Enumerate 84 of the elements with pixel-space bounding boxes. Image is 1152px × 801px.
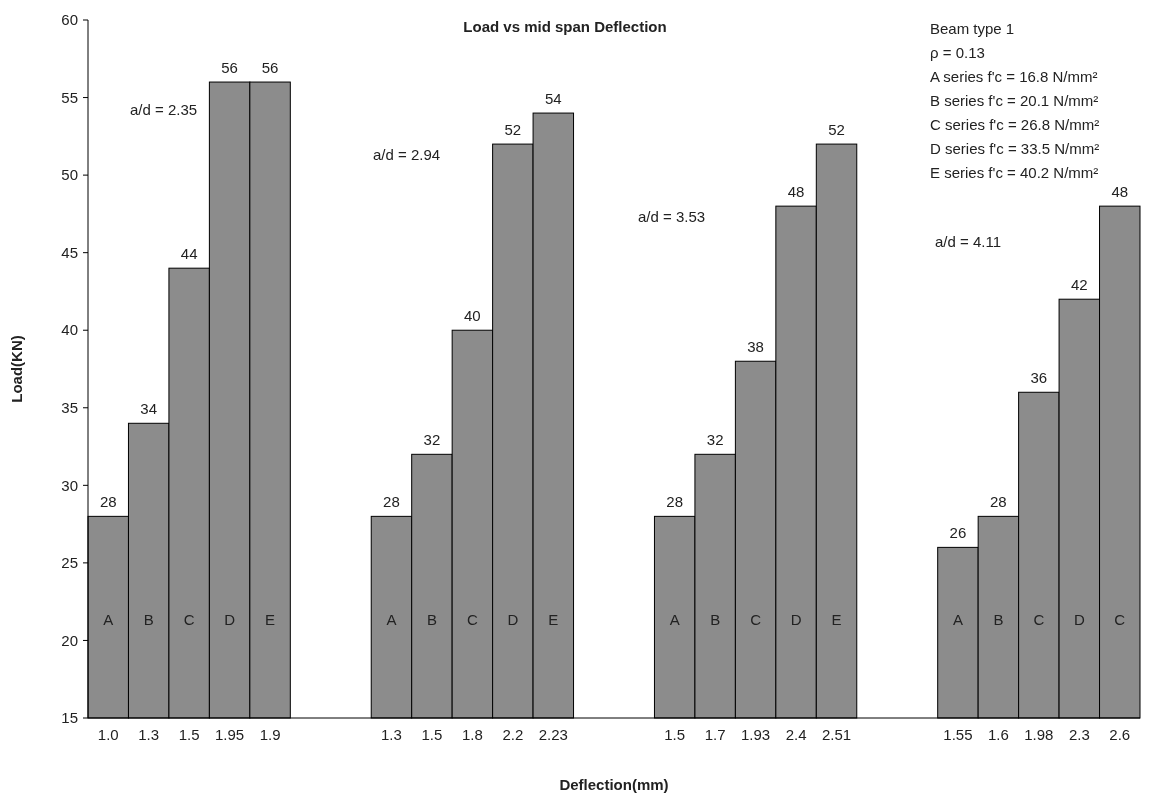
y-tick-label: 15 (61, 709, 78, 727)
data-label: 42 (1070, 276, 1088, 294)
data-label: 56 (221, 59, 238, 77)
x-tick-label: 1.6 (987, 726, 1009, 743)
data-label: 32 (423, 431, 441, 449)
annotation: D (507, 611, 519, 629)
x-tick-label: 1.93 (741, 726, 771, 743)
annotation: E (831, 611, 842, 629)
annotation: ρ = 0.13 (930, 44, 985, 61)
annotation: C (466, 611, 478, 629)
annotation: A (669, 611, 680, 629)
annotation: E (548, 611, 559, 629)
data-label: 56 (261, 59, 279, 77)
x-tick-label: 2.6 (1109, 726, 1131, 743)
annotation: a/d = 2.35 (130, 101, 198, 119)
y-tick-label: 50 (61, 166, 78, 184)
x-tick-label: 2.3 (1068, 726, 1090, 743)
x-tick-label: 1.3 (138, 726, 160, 743)
annotation: B (993, 611, 1004, 629)
annotation: a/d = 4.11 (935, 233, 1002, 251)
y-tick-label: 20 (61, 631, 78, 649)
x-tick-label: 1.98 (1024, 726, 1054, 743)
y-tick-label: 25 (61, 554, 78, 572)
data-label: 48 (1111, 183, 1129, 201)
x-axis-title: Deflection(mm) (559, 776, 669, 793)
x-tick-label: 1.5 (178, 726, 200, 743)
data-label: 32 (706, 431, 724, 449)
y-tick-label: 55 (61, 88, 78, 106)
annotation: D (1073, 611, 1085, 629)
data-label: 54 (544, 90, 562, 108)
annotation: A (103, 611, 114, 629)
data-label: 44 (180, 245, 198, 263)
x-tick-label: 1.95 (215, 726, 245, 743)
annotation: E (265, 611, 276, 629)
annotation: C series f'c = 26.8 N/mm² (930, 116, 1100, 133)
data-label: 28 (990, 493, 1007, 511)
data-label: 40 (464, 307, 481, 325)
x-tick-label: 1.55 (943, 726, 973, 743)
annotation: B (143, 611, 154, 629)
annotation: B (426, 611, 437, 629)
chart-title: Load vs mid span Deflection (463, 18, 667, 35)
data-label: 28 (666, 493, 684, 511)
x-tick-label: 1.5 (421, 726, 443, 743)
x-tick-label: 1.0 (97, 726, 119, 743)
y-tick-label: 45 (61, 243, 78, 261)
x-tick-label: 2.51 (821, 726, 852, 743)
y-axis-title: Load(KN) (8, 335, 25, 403)
annotation: Beam type 1 (930, 20, 1015, 37)
annotation: B series f'c = 20.1 N/mm² (930, 92, 1099, 109)
x-tick-label: 1.8 (461, 726, 483, 743)
x-tick-label: 1.7 (704, 726, 726, 743)
data-label: 26 (949, 524, 967, 542)
annotation: C (1114, 611, 1126, 629)
data-label: 48 (787, 183, 805, 201)
data-label: 52 (504, 121, 522, 139)
annotation: E series f'c = 40.2 N/mm² (930, 164, 1099, 181)
annotation: a/d = 3.53 (638, 208, 706, 226)
data-label: 28 (99, 493, 117, 511)
annotation: A (386, 611, 397, 629)
y-tick-label: 40 (61, 321, 78, 339)
y-tick-label: 30 (61, 476, 78, 494)
annotation: D series f'c = 33.5 N/mm² (930, 140, 1100, 157)
x-tick-label: 2.4 (785, 726, 807, 743)
annotation: C (1033, 611, 1045, 629)
x-tick-label: 1.3 (381, 726, 402, 743)
data-label: 38 (747, 338, 764, 356)
x-tick-label: 2.23 (538, 726, 568, 743)
data-label: 52 (828, 121, 845, 139)
data-label: 28 (383, 493, 400, 511)
x-tick-label: 1.9 (259, 726, 281, 743)
y-tick-label: 35 (61, 399, 78, 417)
annotation: a/d = 2.94 (373, 146, 441, 164)
data-label: 36 (1030, 369, 1048, 387)
x-tick-label: 2.2 (502, 726, 524, 743)
annotation: A (952, 611, 963, 629)
annotation: A series f'c = 16.8 N/mm² (930, 68, 1098, 85)
annotation: C (750, 611, 762, 629)
annotation: B (710, 611, 721, 629)
data-label: 34 (140, 400, 158, 418)
annotation: C (183, 611, 195, 629)
y-tick-label: 60 (61, 11, 78, 29)
annotation: D (790, 611, 802, 629)
annotation: D (224, 611, 236, 629)
x-tick-label: 1.5 (664, 726, 686, 743)
